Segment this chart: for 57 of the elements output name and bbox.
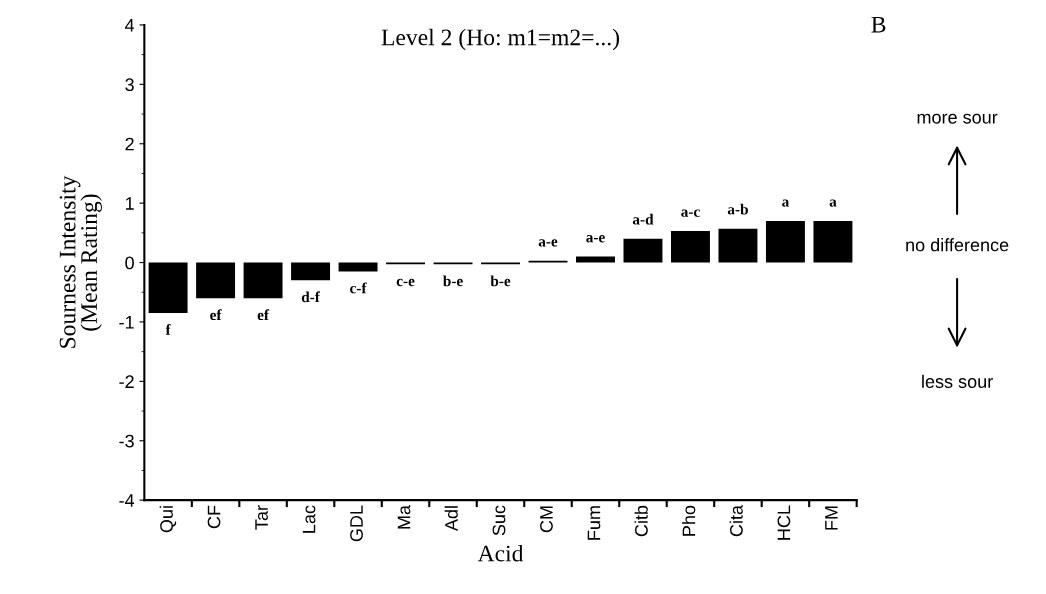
x-tick-label: Lac [302, 505, 316, 533]
data-label: b-e [443, 275, 463, 287]
x-tick-label: Adl [444, 506, 458, 532]
y-tick-label: 4 [125, 19, 135, 32]
x-tick-label: Tar [255, 505, 268, 530]
x-tick-label: Qui [159, 506, 177, 533]
bar [243, 262, 283, 299]
data-label: f [165, 323, 171, 335]
y-tick-label: -2 [119, 375, 134, 388]
data-label: a-e [538, 239, 558, 247]
data-label: a [829, 199, 837, 207]
data-label: a [782, 199, 790, 207]
bar [148, 262, 188, 314]
x-tick-label: CF [207, 505, 221, 529]
y-tick-label: -3 [119, 434, 134, 448]
y-tick-label: -4 [119, 494, 135, 507]
bar [765, 220, 805, 263]
bar [718, 228, 758, 263]
data-label: b-e [490, 275, 511, 287]
bar [670, 231, 710, 263]
y-tick-label: 0 [125, 256, 134, 270]
data-label: c-e [396, 278, 415, 287]
chart-title: Level 2 (Ho: m1=m2=...) [381, 28, 620, 51]
data-label: a-c [681, 209, 700, 217]
x-tick-label: HCL [777, 505, 791, 540]
x-tick-label: CM [540, 506, 553, 533]
x-tick-label: Fum [587, 506, 601, 540]
text: B [871, 16, 886, 33]
data-label: a-d [632, 213, 654, 225]
x-tick-label: Ma [397, 505, 411, 529]
x-tick-label: Cita [729, 505, 743, 537]
y-tick-label: 3 [125, 78, 134, 92]
y-tick-label: 2 [125, 137, 134, 151]
data-label: a-b [727, 203, 748, 215]
y-tick-label: -1 [119, 316, 134, 329]
y-axis-title: Sourness Intensity (Mean Rating) [59, 175, 102, 348]
data-label: d-f [301, 291, 321, 303]
bar [576, 256, 615, 263]
data-label: c-f [350, 282, 367, 294]
x-tick-label: Pho [682, 505, 696, 536]
x-tick-label: Suc [492, 505, 506, 536]
x-tick-label: Citb [634, 505, 648, 537]
x-tick-label: FM [825, 506, 838, 530]
data-label: ef [257, 309, 270, 321]
bar [623, 238, 663, 263]
bar [291, 262, 331, 281]
bar [196, 262, 236, 299]
x-axis-title: Acid [477, 544, 524, 562]
text: more sour [917, 113, 998, 124]
bar [813, 220, 853, 263]
data-label: ef [210, 309, 222, 321]
bar [338, 262, 378, 272]
x-tick-label: GDL [350, 505, 363, 542]
data-label: a-e [586, 235, 605, 243]
text: no difference [906, 238, 1009, 252]
y-tick-label: 1 [125, 197, 134, 210]
text: less sour [922, 374, 993, 388]
